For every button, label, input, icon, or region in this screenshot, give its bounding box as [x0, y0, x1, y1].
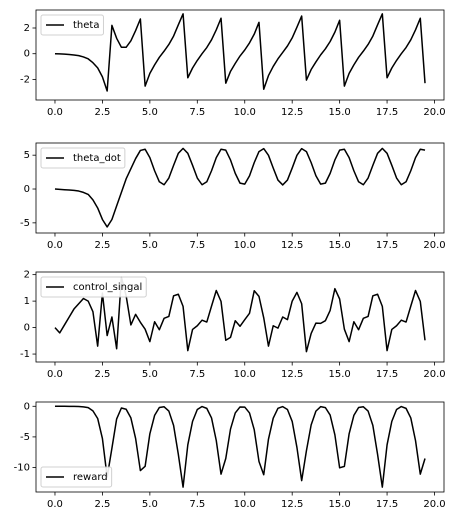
x-tick-label: 12.5 [281, 107, 303, 118]
legend-box [40, 466, 113, 488]
y-tick-label: -10 [14, 463, 30, 474]
axes-frame [35, 401, 445, 493]
legend-label: theta_dot [73, 153, 121, 164]
y-tick-label: 0 [24, 323, 30, 334]
y-tick-label: 0 [24, 184, 30, 195]
x-tick-label: 12.5 [281, 240, 303, 251]
axes-frame [35, 9, 445, 101]
y-tick-label: -5 [20, 432, 30, 443]
y-tick-label: 0 [24, 401, 30, 412]
x-tick-label: 0.0 [47, 369, 63, 380]
x-tick-label: 20.0 [423, 240, 445, 251]
axes-frame [35, 142, 445, 234]
data-line [54, 276, 426, 353]
legend: control_singal [40, 276, 147, 298]
x-tick-label: 7.5 [189, 499, 205, 510]
data-line [54, 405, 426, 488]
x-tick-label: 5.0 [142, 107, 158, 118]
x-tick-label: 12.5 [281, 369, 303, 380]
y-tick-label: 5 [24, 150, 30, 161]
legend-box [40, 14, 104, 36]
x-tick-label: 15.0 [328, 240, 350, 251]
y-tick-label: -2 [20, 74, 30, 85]
x-tick-label: 0.0 [47, 107, 63, 118]
x-tick-label: 15.0 [328, 369, 350, 380]
x-tick-label: 10.0 [234, 240, 256, 251]
x-tick-label: 10.0 [234, 369, 256, 380]
x-tick-label: 5.0 [142, 499, 158, 510]
x-tick-label: 2.5 [94, 369, 110, 380]
y-tick-label: 2 [24, 23, 30, 34]
legend: theta_dot [40, 147, 126, 169]
y-tick-label: 2 [24, 270, 30, 281]
data-line [54, 147, 426, 228]
legend-label: reward [73, 472, 108, 483]
x-tick-label: 20.0 [423, 499, 445, 510]
y-tick-label: -1 [20, 349, 30, 360]
x-tick-label: 20.0 [423, 369, 445, 380]
plot-area [54, 405, 426, 488]
x-tick-label: 15.0 [328, 499, 350, 510]
x-tick-label: 17.5 [376, 240, 398, 251]
legend: reward [40, 466, 113, 488]
legend-box [40, 276, 147, 298]
axes-frame [35, 271, 445, 363]
x-tick-label: 10.0 [234, 107, 256, 118]
legend-box [40, 147, 126, 169]
x-tick-label: 20.0 [423, 107, 445, 118]
data-line [54, 13, 426, 92]
x-tick-label: 7.5 [189, 369, 205, 380]
x-tick-label: 7.5 [189, 240, 205, 251]
x-tick-label: 12.5 [281, 499, 303, 510]
x-tick-label: 17.5 [376, 107, 398, 118]
plot-area [54, 13, 426, 92]
x-tick-label: 2.5 [94, 240, 110, 251]
x-tick-label: 5.0 [142, 369, 158, 380]
plot-area [54, 276, 426, 353]
x-tick-label: 17.5 [376, 499, 398, 510]
x-tick-label: 7.5 [189, 107, 205, 118]
x-tick-label: 10.0 [234, 499, 256, 510]
legend: theta [40, 14, 104, 36]
x-tick-label: 0.0 [47, 499, 63, 510]
x-tick-label: 15.0 [328, 107, 350, 118]
x-tick-label: 17.5 [376, 369, 398, 380]
y-tick-label: 0 [24, 49, 30, 60]
x-tick-label: 2.5 [94, 107, 110, 118]
legend-label: theta [73, 20, 99, 31]
x-tick-label: 5.0 [142, 240, 158, 251]
legend-label: control_singal [73, 282, 142, 293]
y-tick-label: -5 [20, 218, 30, 229]
plot-area [54, 147, 426, 228]
y-tick-label: 1 [24, 296, 30, 307]
x-tick-label: 0.0 [47, 240, 63, 251]
x-tick-label: 2.5 [94, 499, 110, 510]
